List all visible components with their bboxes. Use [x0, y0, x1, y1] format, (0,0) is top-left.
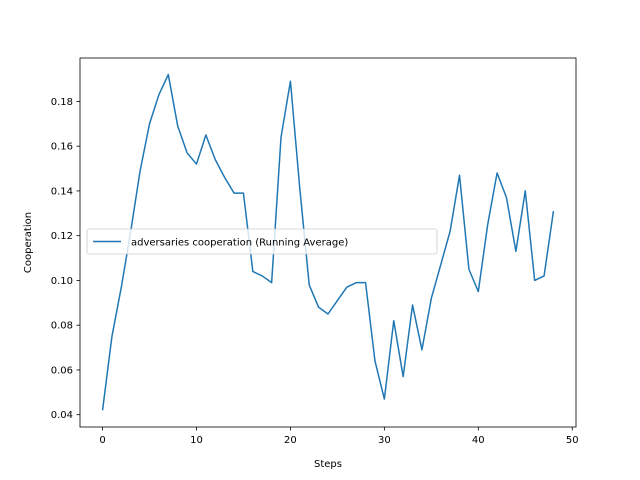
legend-box: [86, 228, 438, 255]
x-tick-label: 0: [99, 435, 105, 446]
y-tick-label: 0.12: [51, 231, 73, 242]
y-tick-label: 0.10: [51, 276, 73, 287]
y-axis: 0.04 0.06 0.08 0.10 0.12 0.14 0.16 0.18: [51, 97, 80, 421]
y-tick-label: 0.08: [51, 321, 73, 332]
x-axis-label: Steps: [314, 459, 342, 470]
x-axis: 0 10 20 30 40 50: [99, 427, 579, 446]
legend-label: adversaries cooperation (Running Average…: [131, 238, 348, 249]
legend: adversaries cooperation (Running Average…: [86, 228, 438, 255]
y-tick-label: 0.18: [51, 97, 73, 108]
x-tick-label: 50: [566, 435, 579, 446]
series-line-0: [101, 73, 555, 411]
y-tick-label: 0.14: [51, 186, 73, 197]
series-lines: [101, 73, 555, 411]
plot-frame: [79, 57, 577, 428]
y-tick-label: 0.16: [51, 142, 73, 153]
x-tick-label: 10: [190, 435, 203, 446]
x-tick-label: 20: [284, 435, 297, 446]
x-tick-label: 30: [378, 435, 391, 446]
y-tick-label: 0.06: [51, 365, 73, 376]
y-axis-label: Cooperation: [23, 212, 34, 273]
y-tick-label: 0.04: [51, 410, 73, 421]
x-tick-label: 40: [472, 435, 485, 446]
